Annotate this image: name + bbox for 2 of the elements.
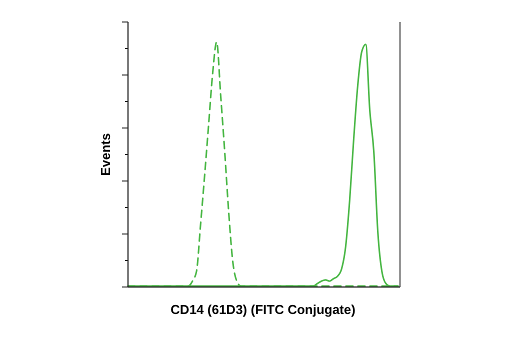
y-axis-title: Events [98, 133, 113, 176]
x-axis-title: CD14 (61D3) (FITC Conjugate) [170, 302, 356, 317]
